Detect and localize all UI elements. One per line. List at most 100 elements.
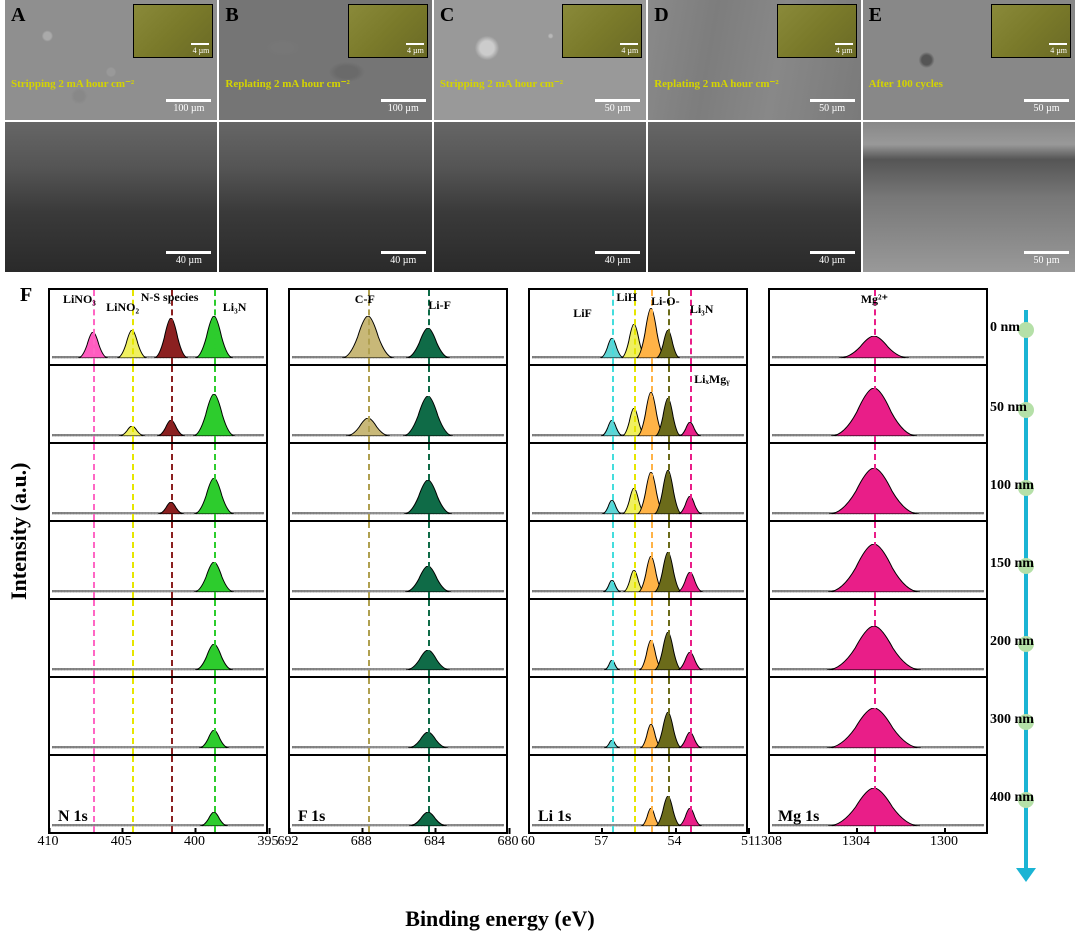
scale-bar: 40 µm (381, 251, 426, 266)
core-level-label: Li 1s (538, 808, 571, 826)
guide-line (690, 522, 692, 598)
xps-spectrum-row (288, 366, 508, 444)
depth-indicator: 0 nm50 nm100 nm150 nm200 nm300 nm400 nm (992, 290, 1072, 880)
guide-line (214, 522, 216, 598)
guide-line (171, 522, 173, 598)
guide-line (171, 756, 173, 832)
panel-label-f: F (20, 284, 32, 307)
guide-line (651, 678, 653, 754)
xps-spectrum-row (528, 600, 748, 678)
guide-line (874, 444, 876, 520)
guide-line (132, 366, 134, 442)
guide-line (368, 600, 370, 676)
guide-line (690, 678, 692, 754)
panel-label: E (869, 4, 882, 27)
species-label: LiH (616, 290, 637, 305)
xps-spectrum-row (48, 366, 268, 444)
xps-spectrum-row (768, 444, 988, 522)
guide-line (428, 444, 430, 520)
species-label: LiNO₂ (106, 300, 139, 315)
scale-text: 40 µm (810, 255, 855, 266)
guide-line (668, 600, 670, 676)
xps-spectrum-row (48, 678, 268, 756)
guide-line (668, 678, 670, 754)
guide-line (368, 444, 370, 520)
species-label: C-F (355, 292, 375, 307)
guide-line (668, 444, 670, 520)
tick-label: 1304 (842, 834, 870, 850)
guide-line (93, 522, 95, 598)
guide-line (690, 600, 692, 676)
x-axis-ticks: 60575451 (528, 834, 748, 856)
depth-label: 400 nm (990, 790, 1034, 806)
guide-line (612, 600, 614, 676)
scale-text: 40 µm (381, 255, 426, 266)
xps-spectrum-row (768, 678, 988, 756)
depth-label: 50 nm (990, 400, 1027, 416)
scale-bar: 50 µm (595, 99, 640, 114)
guide-line (612, 756, 614, 832)
guide-line (132, 756, 134, 832)
guide-line (171, 444, 173, 520)
guide-line (214, 366, 216, 442)
xps-spectrum-row (288, 678, 508, 756)
inset-scale-bar (191, 43, 209, 45)
guide-line (214, 444, 216, 520)
xps-spectrum-row: Li 1s (528, 756, 748, 834)
xps-column-f1s: C-FLi-F F 1s692688684680 (288, 288, 508, 856)
tick-label: 405 (111, 834, 132, 850)
xps-column-li1s: LiFLiHLi-O-Li₃N LiₓMgᵧ (528, 288, 748, 856)
sem-cross-section: 50 µm (863, 122, 1075, 272)
xps-spectrum-row: N 1s (48, 756, 268, 834)
tick-label: 57 (594, 834, 608, 850)
scale-text: 50 µm (1024, 103, 1069, 114)
tick-label: 60 (521, 834, 535, 850)
guide-line (634, 444, 636, 520)
guide-line (874, 522, 876, 598)
tick-label: 395 (258, 834, 279, 850)
guide-line (171, 600, 173, 676)
xps-spectrum-row: LiFLiHLi-O-Li₃N (528, 288, 748, 366)
sem-inset: 4 µm (777, 4, 857, 58)
depth-label: 100 nm (990, 478, 1034, 494)
guide-line (690, 444, 692, 520)
species-label: LiNO₃ (63, 292, 96, 307)
xps-section: F Intensity (a.u.) Binding energy (eV) L… (0, 280, 1080, 934)
x-axis-ticks: 410405400395 (48, 834, 268, 856)
scale-text: 50 µm (1024, 255, 1069, 266)
inset-scale-text: 4 µm (193, 46, 210, 55)
tick-label: 688 (351, 834, 372, 850)
xps-spectrum-row (48, 522, 268, 600)
sem-cross-section: 40 µm (219, 122, 431, 272)
species-label: Li₃N (223, 300, 247, 315)
guide-line (428, 366, 430, 442)
scale-text: 100 µm (166, 103, 211, 114)
sem-top-view: D 4 µm Replating 2 mA hour cm⁻² 50 µm (648, 0, 860, 120)
sem-top-view: A 4 µm Stripping 2 mA hour cm⁻² 100 µm (5, 0, 217, 120)
sem-caption: Stripping 2 mA hour cm⁻² (440, 77, 563, 90)
guide-line (634, 522, 636, 598)
guide-line (368, 756, 370, 832)
tick-label: 1300 (930, 834, 958, 850)
xps-column-mg1s: Mg²⁺ Mg 1s130813041300 (768, 288, 988, 856)
guide-line (93, 366, 95, 442)
guide-line (612, 444, 614, 520)
guide-line (214, 600, 216, 676)
scale-text: 100 µm (381, 103, 426, 114)
xps-spectrum-row (288, 444, 508, 522)
xps-spectrum-row (528, 522, 748, 600)
sem-cross-section: 40 µm (434, 122, 646, 272)
species-label: Li-F (428, 298, 451, 313)
inset-scale-text: 4 µm (621, 46, 638, 55)
guide-line (428, 678, 430, 754)
xps-spectrum-row: C-F Li-F (288, 288, 508, 366)
inset-scale-text: 4 µm (1050, 46, 1067, 55)
panel-label: A (11, 4, 25, 27)
sem-inset: 4 µm (133, 4, 213, 58)
xps-spectrum-row (768, 522, 988, 600)
x-axis-ticks: 692688684680 (288, 834, 508, 856)
guide-line (874, 600, 876, 676)
guide-line (132, 600, 134, 676)
xps-spectrum-row (288, 600, 508, 678)
depth-label: 300 nm (990, 712, 1034, 728)
